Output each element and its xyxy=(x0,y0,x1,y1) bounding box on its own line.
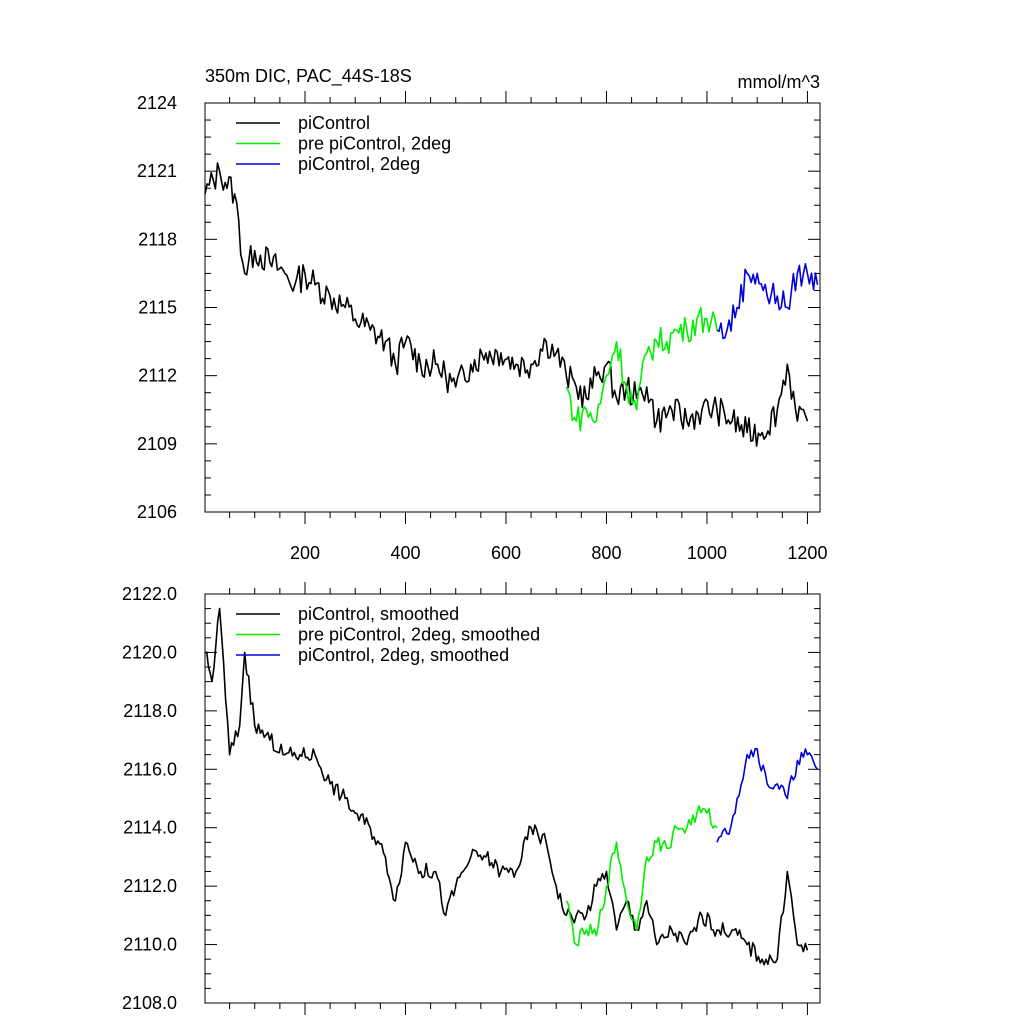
top-chart-units-label: mmol/m^3 xyxy=(738,72,820,92)
series-line-0-0 xyxy=(204,162,809,447)
x-tick-label-0-4: 1000 xyxy=(687,543,727,563)
y-tick-label-0-6: 2124 xyxy=(137,93,177,113)
top-chart-title: 350m DIC, PAC_44S-18S xyxy=(205,66,412,87)
y-tick-label-1-6: 2120.0 xyxy=(122,642,177,662)
series-line-1-2 xyxy=(716,747,819,843)
bottom-chart-panel: 2108.0 2110.0 2112.0 2114.0 2116.0 2118.0 2120… xyxy=(122,582,821,1015)
y-tick-label-1-4: 2116.0 xyxy=(123,759,177,779)
x-tick-label-0-1: 400 xyxy=(390,543,420,563)
y-tick-label-1-3: 2114.0 xyxy=(123,818,177,838)
y-tick-label-0-3: 2115 xyxy=(138,298,177,318)
legend-label-0-1: pre piControl, 2deg xyxy=(298,134,451,154)
x-tick-label-0-5: 1200 xyxy=(787,543,827,563)
series-line-0-2 xyxy=(716,263,819,340)
legend-label-1-2: piControl, 2deg, smoothed xyxy=(298,645,509,665)
x-tick-label-0-2: 600 xyxy=(491,543,521,563)
y-tick-label-0-4: 2118 xyxy=(138,229,177,249)
y-tick-label-1-0: 2108.0 xyxy=(122,993,177,1013)
series-line-0-1 xyxy=(565,306,718,432)
y-tick-label-1-1: 2110.0 xyxy=(123,935,177,955)
y-tick-label-0-1: 2109 xyxy=(137,434,177,454)
x-tick-label-0-3: 800 xyxy=(591,543,621,563)
series-line-1-0 xyxy=(204,607,809,966)
y-tick-label-1-2: 2112.0 xyxy=(123,876,177,896)
legend-label-1-0: piControl, smoothed xyxy=(298,604,459,624)
x-tick-label-0-0: 200 xyxy=(290,543,320,563)
top-chart-panel: 350m DIC, PAC_44S-18S mmol/m^3 2106 2109 2… xyxy=(137,66,828,563)
legend-label-0-2: piControl, 2deg xyxy=(298,154,420,174)
series-line-1-1 xyxy=(565,805,718,947)
y-tick-label-1-5: 2118.0 xyxy=(123,701,177,721)
legend-label-0-0: piControl xyxy=(298,113,370,133)
y-tick-label-1-7: 2122.0 xyxy=(122,584,177,604)
y-tick-label-0-5: 2121 xyxy=(137,161,177,181)
y-tick-label-0-2: 2112 xyxy=(138,366,177,386)
legend-label-1-1: pre piControl, 2deg, smoothed xyxy=(298,625,540,645)
y-tick-label-0-0: 2106 xyxy=(137,502,177,522)
